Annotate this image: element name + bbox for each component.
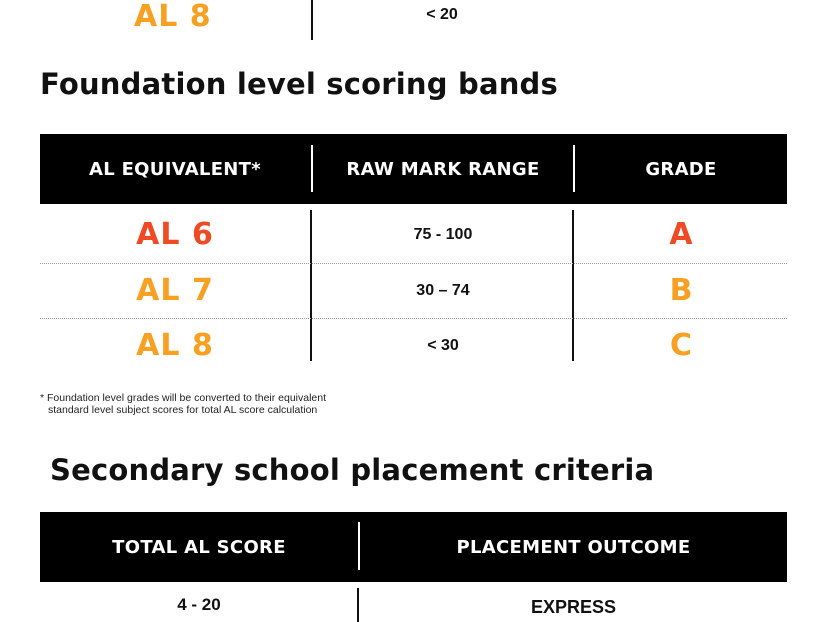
placement-section-title: Secondary school placement criteria: [50, 453, 655, 487]
row-divider: [40, 263, 787, 264]
previous-table-range-value: < 20: [426, 6, 458, 23]
al-value: AL 6: [136, 217, 214, 252]
al-value: AL 7: [136, 273, 214, 308]
table-row: 4 - 20 EXPRESS: [40, 585, 787, 622]
column-divider: [572, 210, 574, 361]
raw-mark-range: 30 – 74: [416, 281, 470, 299]
previous-table-al-value: AL 8: [134, 0, 212, 34]
previous-table-divider: [311, 0, 313, 40]
raw-mark-range: 75 - 100: [413, 225, 473, 243]
foundation-table-header: AL EQUIVALENT* RAW MARK RANGE GRADE: [40, 134, 787, 204]
footnote-line-1: Foundation level grades will be converte…: [47, 392, 327, 404]
footnote-marker: *: [40, 392, 45, 404]
header-separator: [573, 145, 575, 192]
header-al-equivalent: AL EQUIVALENT*: [89, 158, 261, 180]
footnote: * Foundation level grades will be conver…: [40, 392, 326, 416]
header-separator: [358, 522, 360, 570]
grade-value: B: [669, 273, 693, 308]
column-divider: [310, 210, 312, 361]
header-separator: [311, 145, 313, 192]
table-row: AL 8 < 30 C: [40, 318, 787, 373]
al-value: AL 8: [136, 328, 214, 363]
header-total-al-score: TOTAL AL SCORE: [112, 536, 286, 558]
table-row: AL 7 30 – 74 B: [40, 263, 787, 318]
header-raw-mark-range: RAW MARK RANGE: [346, 158, 540, 180]
total-al-score: 4 - 20: [177, 595, 221, 614]
grade-value: A: [669, 217, 693, 252]
footnote-line-2: standard level subject scores for total …: [48, 404, 318, 416]
raw-mark-range: < 30: [427, 336, 459, 354]
column-divider: [357, 588, 359, 622]
placement-table-header: TOTAL AL SCORE PLACEMENT OUTCOME: [40, 512, 787, 582]
table-row: AL 6 75 - 100 A: [40, 207, 787, 262]
grade-value: C: [669, 328, 693, 363]
row-divider: [40, 318, 787, 319]
header-placement-outcome: PLACEMENT OUTCOME: [456, 536, 691, 558]
placement-outcome: EXPRESS: [530, 596, 617, 617]
header-grade: GRADE: [645, 158, 717, 180]
foundation-section-title: Foundation level scoring bands: [40, 67, 558, 101]
